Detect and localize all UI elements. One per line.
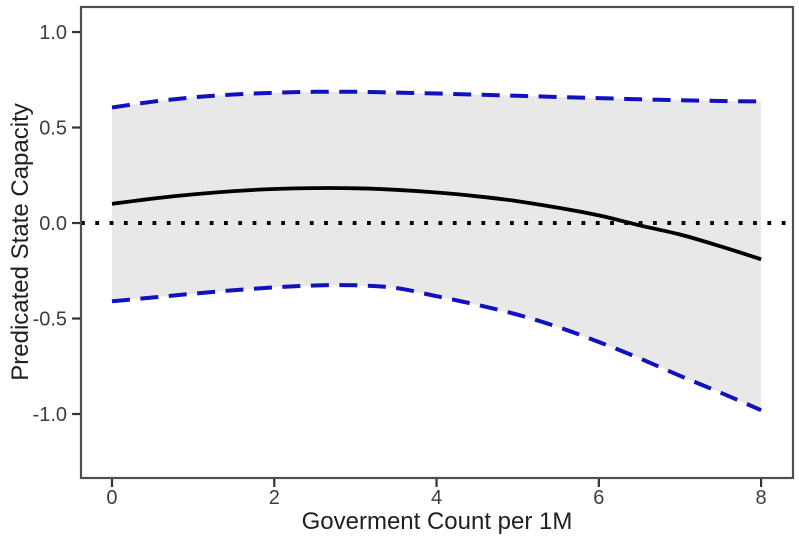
series-layer xyxy=(111,89,762,413)
x-tick-label: 6 xyxy=(593,487,604,509)
y-tick-label: 0.5 xyxy=(39,118,67,140)
x-tick-label: 2 xyxy=(269,487,280,509)
confidence-band-layer xyxy=(112,91,762,411)
panel-border xyxy=(79,5,795,480)
x-tick-label: 4 xyxy=(431,487,442,509)
y-axis: 1.0 0.5 0.0 -0.5 -1.0 xyxy=(33,22,80,426)
y-tick-label: 1.0 xyxy=(39,22,67,44)
x-axis-title: Goverment Count per 1M xyxy=(302,508,573,535)
predicted-fit-line xyxy=(111,186,762,262)
confidence-band xyxy=(112,91,762,411)
y-axis-title: Predicated State Capacity xyxy=(7,103,34,381)
y-tick-label: -0.5 xyxy=(33,309,67,331)
ci-lower-line xyxy=(111,283,762,413)
x-axis: 0 2 4 6 8 xyxy=(106,479,767,509)
x-tick-label: 8 xyxy=(756,487,767,509)
x-tick-label: 0 xyxy=(106,487,117,509)
ci-upper-line xyxy=(111,89,762,110)
y-tick-label: -1.0 xyxy=(33,404,67,426)
y-tick-label: 0.0 xyxy=(39,213,67,235)
